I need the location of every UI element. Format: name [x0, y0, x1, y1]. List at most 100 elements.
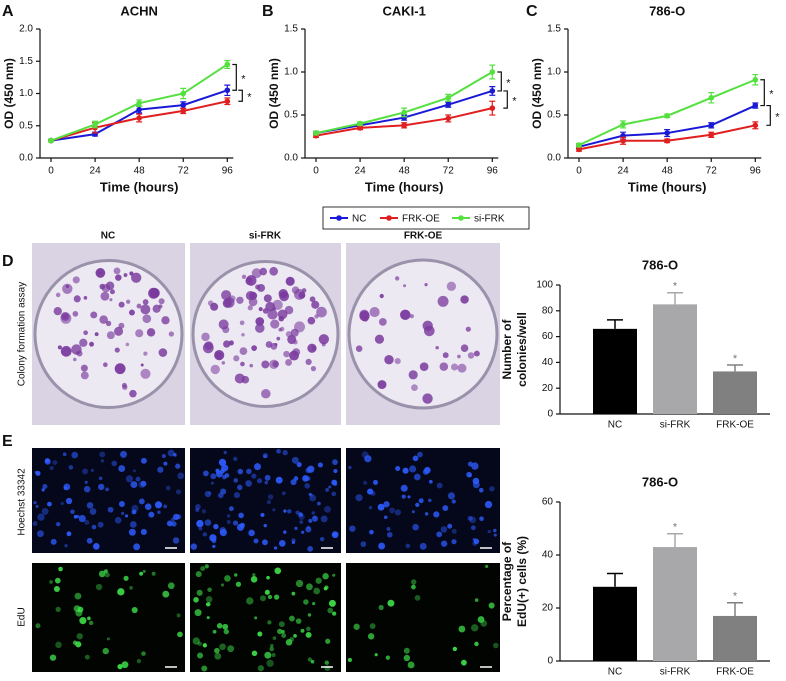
nucleus — [257, 631, 263, 637]
nucleus — [107, 506, 114, 513]
nucleus — [256, 478, 263, 484]
significance: * — [673, 522, 678, 534]
nucleus — [55, 606, 61, 612]
nucleus — [55, 641, 62, 649]
nucleus — [248, 529, 255, 537]
colony — [424, 283, 428, 287]
nucleus — [293, 633, 297, 638]
colony — [255, 323, 265, 333]
nucleus — [319, 536, 325, 542]
nucleus — [283, 509, 287, 513]
nucleus — [84, 480, 88, 484]
colony — [435, 345, 439, 350]
column-label: si-FRK — [249, 231, 282, 242]
point — [752, 76, 759, 83]
colony — [251, 345, 257, 352]
nucleus — [349, 525, 356, 532]
nucleus — [378, 604, 384, 611]
nucleus — [68, 465, 74, 470]
nucleus — [405, 543, 411, 549]
colony — [103, 362, 108, 368]
nucleus — [395, 465, 401, 472]
nucleus — [42, 483, 48, 490]
nucleus — [332, 459, 338, 466]
chart-title: 786-O — [642, 474, 678, 489]
nucleus — [267, 494, 274, 500]
colony — [248, 297, 258, 307]
nucleus — [403, 654, 411, 662]
colony — [285, 359, 293, 366]
nucleus — [200, 566, 206, 572]
colony — [83, 296, 88, 300]
significance: * — [673, 281, 678, 293]
colony — [239, 320, 245, 326]
nucleus — [291, 456, 299, 464]
nucleus — [135, 476, 141, 482]
nucleus — [177, 472, 185, 480]
point — [401, 109, 407, 116]
nucleus — [278, 621, 285, 628]
y-tick-label: 0.0 — [19, 153, 33, 164]
nucleus — [407, 661, 415, 669]
colony — [374, 334, 385, 344]
nucleus — [386, 526, 391, 532]
nucleus — [97, 521, 104, 528]
panel-label: A — [2, 3, 14, 20]
nucleus — [367, 488, 374, 495]
nucleus — [237, 468, 244, 475]
colony — [53, 306, 62, 316]
colony — [422, 393, 433, 404]
nucleus — [263, 454, 267, 459]
nucleus — [131, 509, 137, 515]
nucleus — [161, 453, 166, 459]
colony — [114, 363, 126, 375]
colony — [73, 357, 77, 362]
point — [620, 138, 626, 144]
nucleus — [355, 494, 363, 502]
colony — [307, 316, 316, 325]
nucleus — [374, 653, 378, 657]
nucleus — [269, 646, 274, 652]
nucleus — [305, 526, 312, 533]
nucleus — [223, 628, 230, 635]
nucleus — [209, 534, 217, 542]
nucleus — [451, 539, 457, 545]
colony — [60, 312, 72, 324]
nucleus — [317, 501, 321, 506]
x-tick-label: si-FRK — [660, 420, 691, 431]
colony — [158, 348, 168, 357]
y-axis-label: OD (450 nm) — [2, 58, 16, 129]
colony — [460, 295, 469, 304]
nucleus — [360, 541, 367, 547]
colony — [270, 342, 278, 350]
photo — [346, 563, 500, 672]
x-tick-label: 48 — [399, 166, 411, 177]
colony — [146, 328, 156, 337]
nucleus — [148, 511, 155, 518]
colony — [261, 388, 271, 399]
nucleus — [275, 476, 283, 484]
nucleus — [224, 575, 231, 582]
nucleus — [58, 566, 63, 572]
nucleus — [56, 521, 61, 527]
nucleus — [62, 452, 67, 457]
colony — [359, 310, 370, 322]
nucleus — [76, 633, 83, 640]
colony — [270, 319, 280, 329]
nucleus — [214, 652, 222, 660]
nucleus — [287, 509, 292, 514]
colony — [409, 313, 414, 319]
nucleus — [493, 642, 499, 649]
x-tick-label: 72 — [443, 166, 455, 177]
nucleus — [325, 638, 331, 644]
nucleus — [313, 587, 321, 595]
nucleus — [331, 491, 337, 497]
colony — [311, 300, 320, 309]
point — [445, 101, 452, 108]
colony — [355, 345, 363, 352]
nucleus — [83, 485, 91, 493]
nucleus — [428, 498, 432, 503]
x-tick-label: NC — [608, 420, 622, 431]
nucleus — [407, 495, 411, 499]
point — [48, 137, 54, 144]
